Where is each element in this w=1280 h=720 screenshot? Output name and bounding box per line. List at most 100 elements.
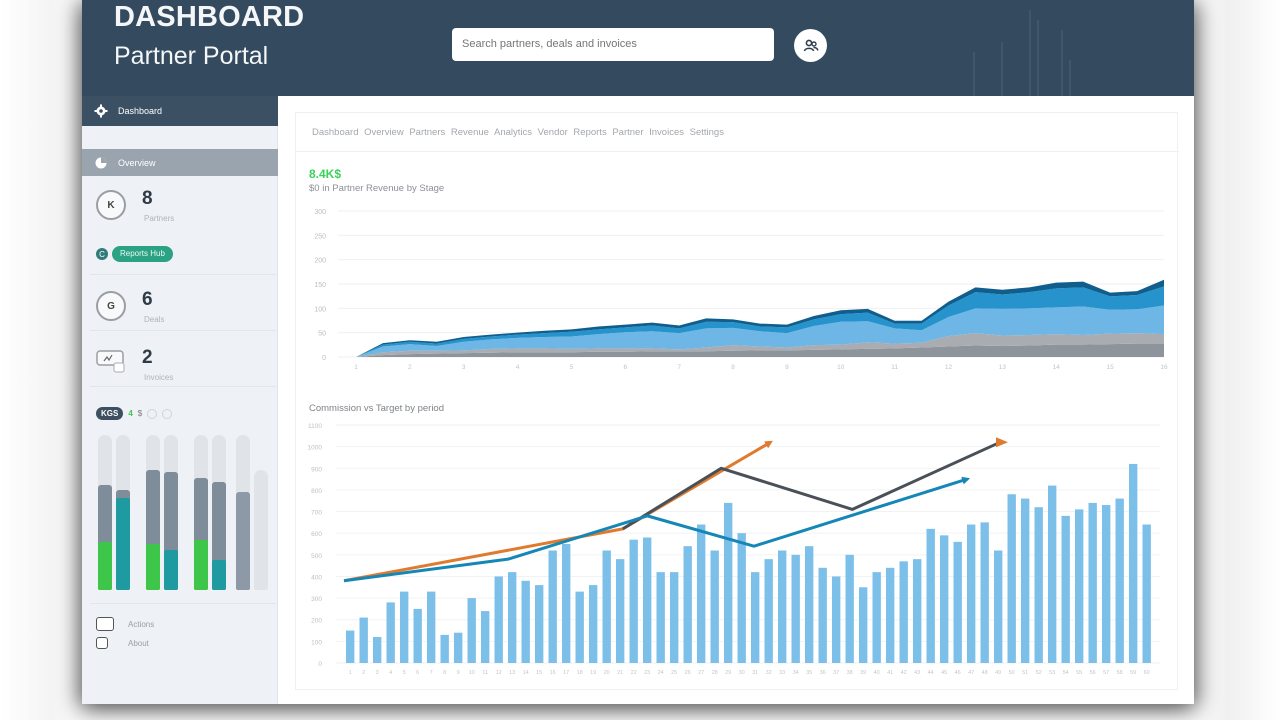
sidebar-item-label: Dashboard — [118, 106, 163, 116]
svg-text:37: 37 — [833, 670, 839, 676]
chart1-subtitle: $0 in Partner Revenue by Stage — [309, 183, 445, 194]
bar — [481, 611, 490, 663]
svg-text:11: 11 — [482, 670, 488, 676]
svg-text:7: 7 — [430, 670, 433, 676]
stat-partners: K 8 Partners — [94, 188, 270, 238]
svg-text:200: 200 — [311, 618, 322, 625]
pie-chart-icon — [94, 156, 108, 170]
svg-text:2: 2 — [408, 364, 412, 371]
bar — [751, 572, 760, 663]
svg-text:4: 4 — [516, 364, 520, 371]
svg-text:42: 42 — [901, 670, 907, 676]
svg-text:50: 50 — [318, 331, 326, 338]
bar — [494, 576, 503, 663]
bar — [643, 537, 652, 663]
svg-text:200: 200 — [314, 258, 326, 265]
bar — [1102, 505, 1111, 663]
status-pill-row: C Reports Hub — [96, 246, 173, 262]
stat-label: Deals — [144, 315, 165, 324]
bar — [548, 550, 557, 663]
charts-panel: Dashboard Overview Partners Revenue Anal… — [295, 112, 1179, 690]
svg-text:10: 10 — [469, 670, 475, 676]
bar — [575, 591, 584, 663]
search-input[interactable] — [452, 28, 774, 61]
svg-text:300: 300 — [314, 209, 326, 216]
status-badge[interactable]: Reports Hub — [112, 246, 173, 262]
sidebar-item-dashboard[interactable]: Dashboard — [82, 96, 278, 126]
svg-text:51: 51 — [1022, 670, 1028, 676]
svg-text:34: 34 — [793, 670, 799, 676]
svg-text:60: 60 — [1144, 670, 1150, 676]
mini-bar — [254, 470, 268, 590]
bar — [778, 550, 787, 663]
bar — [994, 550, 1003, 663]
bar — [386, 602, 395, 663]
mini-bar — [164, 435, 178, 590]
bar — [886, 567, 895, 663]
svg-text:28: 28 — [712, 670, 718, 676]
bar — [683, 546, 692, 663]
area-series — [356, 286, 1164, 357]
refresh-icon: C — [96, 248, 108, 260]
svg-text:52: 52 — [1036, 670, 1042, 676]
svg-text:47: 47 — [968, 670, 974, 676]
svg-text:41: 41 — [887, 670, 893, 676]
svg-text:39: 39 — [860, 670, 866, 676]
bar — [710, 550, 719, 663]
svg-text:46: 46 — [955, 670, 961, 676]
bar — [427, 591, 436, 663]
gear-icon — [94, 104, 108, 118]
sidebar-item-overview[interactable]: Overview — [82, 149, 278, 176]
bar — [1061, 515, 1070, 663]
divider — [296, 151, 1179, 152]
trend-line — [343, 476, 971, 583]
bar — [967, 524, 976, 663]
mini-bar — [236, 435, 250, 590]
svg-text:25: 25 — [671, 670, 677, 676]
svg-text:7: 7 — [677, 364, 681, 371]
page-title: DASHBOARD — [114, 1, 305, 33]
svg-text:30: 30 — [739, 670, 745, 676]
svg-text:13: 13 — [999, 364, 1007, 371]
footer-item-about[interactable]: About — [96, 637, 149, 649]
svg-text:9: 9 — [457, 670, 460, 676]
mini-bar — [146, 435, 160, 590]
svg-text:14: 14 — [523, 670, 529, 676]
bar — [791, 554, 800, 663]
svg-text:500: 500 — [311, 553, 322, 560]
bar — [454, 632, 463, 663]
svg-text:40: 40 — [874, 670, 880, 676]
bar — [697, 524, 706, 663]
svg-text:32: 32 — [766, 670, 772, 676]
svg-text:250: 250 — [314, 233, 326, 240]
user-menu-button[interactable] — [794, 29, 827, 62]
svg-text:12: 12 — [945, 364, 953, 371]
breadcrumb[interactable]: Dashboard Overview Partners Revenue Anal… — [312, 127, 724, 138]
mini-bar — [194, 435, 208, 590]
stat-deals: G 6 Deals — [94, 289, 270, 339]
divider — [90, 603, 276, 604]
svg-text:29: 29 — [725, 670, 731, 676]
bar — [346, 630, 355, 663]
deals-icon: G — [96, 291, 126, 321]
mini-bar-chart — [96, 430, 272, 590]
svg-text:2: 2 — [362, 670, 365, 676]
bar — [1075, 509, 1084, 663]
svg-text:57: 57 — [1103, 670, 1109, 676]
bar — [1088, 502, 1097, 663]
svg-text:48: 48 — [982, 670, 988, 676]
mini-chart-legend: KGS 4 $ — [96, 407, 173, 420]
svg-text:54: 54 — [1063, 670, 1069, 676]
footer-item-actions[interactable]: Actions — [96, 617, 154, 631]
svg-text:53: 53 — [1049, 670, 1055, 676]
bar — [818, 567, 827, 663]
bar — [764, 559, 773, 663]
partners-icon: K — [96, 190, 126, 220]
bar — [629, 539, 638, 663]
bar — [832, 576, 841, 663]
area-series — [356, 333, 1164, 357]
svg-text:800: 800 — [311, 488, 322, 495]
svg-text:150: 150 — [314, 282, 326, 289]
svg-text:8: 8 — [731, 364, 735, 371]
page-subtitle: Partner Portal — [114, 42, 269, 70]
